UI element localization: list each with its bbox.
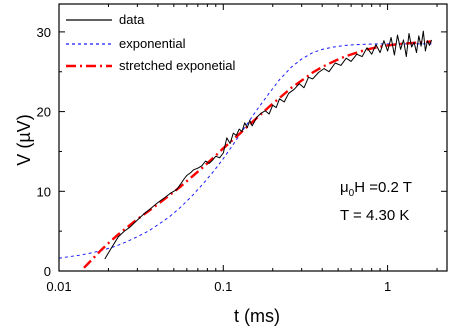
legend-label-exponential: exponential xyxy=(119,36,186,51)
legend-label-data: data xyxy=(119,12,145,27)
x-axis-label: t (ms) xyxy=(234,306,280,326)
annotations: μ0H =0.2 T T = 4.30 K xyxy=(340,179,412,224)
series-line-data xyxy=(104,30,432,260)
series-layer xyxy=(58,30,432,269)
y-tick-label: 0 xyxy=(44,264,51,279)
y-tick-label: 10 xyxy=(37,184,51,199)
series-line-exponential xyxy=(58,43,432,259)
y-axis-label: V (µV) xyxy=(14,114,34,165)
legend-label-stretched: stretched exponetial xyxy=(119,58,235,73)
axes-layer: 0 10 20 30 0.01 0.1 1 xyxy=(37,3,448,294)
y-tick-label: 30 xyxy=(37,25,51,40)
field-subscript: 0 xyxy=(349,188,355,199)
legend: data exponential stretched exponetial xyxy=(66,12,235,73)
plot-frame xyxy=(58,3,448,272)
y-tick-label: 20 xyxy=(37,105,51,120)
x-tick-label: 1 xyxy=(384,279,391,294)
temperature-annotation: T = 4.30 K xyxy=(340,207,409,224)
field-rest: H =0.2 T xyxy=(354,179,412,196)
field-annotation: μ0H =0.2 T xyxy=(340,179,412,199)
field-prefix: μ xyxy=(340,179,349,196)
x-tick-label: 0.1 xyxy=(214,279,232,294)
x-tick-label: 0.01 xyxy=(46,279,71,294)
